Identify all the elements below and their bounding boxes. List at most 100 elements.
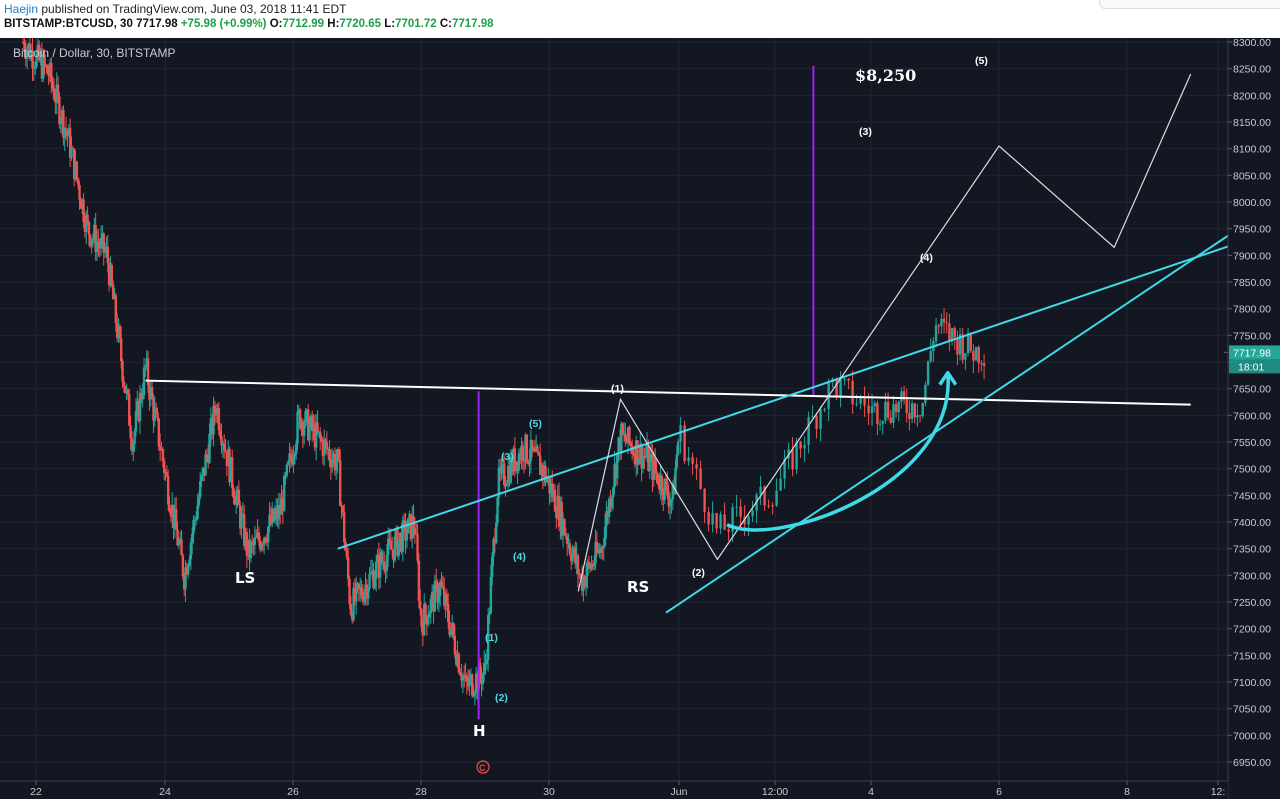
candle-body xyxy=(132,443,135,452)
candle-body xyxy=(560,501,563,536)
candle-body xyxy=(443,587,446,606)
candle-body xyxy=(125,389,128,393)
candle-body xyxy=(292,456,295,465)
candle-body xyxy=(807,417,810,445)
candle-body xyxy=(964,353,967,360)
candle-body xyxy=(225,451,229,467)
candle-body xyxy=(175,508,178,530)
candle-body xyxy=(520,445,523,461)
candle-body xyxy=(819,409,822,429)
low-label: L: xyxy=(384,18,396,30)
candle-body xyxy=(602,545,605,548)
candle-body xyxy=(267,527,270,543)
candle-body xyxy=(548,477,551,494)
candle-body xyxy=(337,449,341,461)
candle-body xyxy=(439,581,442,597)
candle-body xyxy=(309,416,313,426)
candle-body xyxy=(288,453,291,462)
author-link[interactable]: Haejin xyxy=(4,2,39,16)
candle-body xyxy=(248,539,251,559)
candle-body xyxy=(173,508,177,529)
candle-body xyxy=(504,485,507,487)
candle-body xyxy=(663,478,666,501)
candle-body xyxy=(528,461,531,464)
candle-body xyxy=(68,127,72,158)
candle-body xyxy=(815,416,818,429)
candle-body xyxy=(136,401,139,411)
candle-body xyxy=(894,404,898,413)
candle-body xyxy=(107,262,111,286)
candle-body xyxy=(595,541,599,553)
candle-body xyxy=(601,547,604,549)
candle-body xyxy=(197,497,201,506)
candle-body xyxy=(90,240,93,246)
candle-body xyxy=(523,460,526,462)
candle-body xyxy=(451,622,454,629)
price-change: +75.98 (+0.99%) xyxy=(180,18,267,30)
candle-body xyxy=(637,459,641,465)
candle-body xyxy=(269,514,273,524)
candle-body xyxy=(396,528,399,556)
candle-body xyxy=(699,468,702,489)
candle-body xyxy=(633,453,637,465)
candle-body xyxy=(305,409,309,412)
candle-body xyxy=(448,621,451,635)
candle-body xyxy=(328,449,331,460)
candle-body xyxy=(385,555,389,572)
candle-body xyxy=(671,483,674,500)
candle-body xyxy=(425,615,429,625)
candle-body xyxy=(675,454,679,468)
candle-body xyxy=(349,603,353,615)
candle-body xyxy=(823,408,826,410)
candle-body xyxy=(791,449,794,470)
candle-body xyxy=(512,448,515,472)
candle-body xyxy=(114,295,118,324)
chart-area[interactable]: LS H RS $8,250 (1) (2) (3) (4) (5) (1) (… xyxy=(0,38,1280,799)
candle-body xyxy=(529,440,533,462)
candle-body xyxy=(32,67,36,69)
candle-body xyxy=(564,534,567,537)
time-tick-label: 28 xyxy=(415,786,427,798)
candle-body xyxy=(281,498,285,511)
candle-body xyxy=(473,692,477,696)
candle-body xyxy=(966,333,970,354)
candle-body xyxy=(578,574,581,576)
price-tick-label: 7050.00 xyxy=(1233,704,1271,716)
symbol-label: BITSTAMP:BTCUSD, 30 xyxy=(4,18,133,30)
arrow-head xyxy=(938,370,958,386)
candle-body xyxy=(471,674,474,696)
candle-body xyxy=(169,511,173,517)
candle-body xyxy=(961,334,964,360)
price-tick-label: 7950.00 xyxy=(1233,224,1271,236)
candle-body xyxy=(383,561,386,569)
candle-body xyxy=(503,463,506,486)
candle-body xyxy=(62,109,65,138)
chart-svg[interactable]: LS H RS $8,250 (1) (2) (3) (4) (5) (1) (… xyxy=(0,38,1280,799)
candle-body xyxy=(324,439,327,442)
candle-body xyxy=(958,334,962,355)
candle-body xyxy=(913,403,916,418)
candle-body xyxy=(456,653,459,665)
candle-body xyxy=(415,533,418,535)
candle-body xyxy=(942,318,946,323)
candle-body xyxy=(421,626,425,636)
candle-body xyxy=(640,444,643,469)
candle-body xyxy=(424,604,427,616)
candle-body xyxy=(668,501,672,507)
candle-body xyxy=(75,161,79,179)
candle-body xyxy=(351,614,354,621)
candle-body xyxy=(138,392,142,422)
candle-body xyxy=(618,437,622,452)
low-value: 7701.72 xyxy=(395,18,437,30)
candle-body xyxy=(495,522,498,543)
candle-body xyxy=(253,537,257,545)
candle-body xyxy=(501,463,505,466)
candle-body xyxy=(21,42,25,43)
candle-body xyxy=(59,122,62,124)
candle-body xyxy=(316,422,319,433)
candle-body xyxy=(488,613,491,616)
candle-body xyxy=(889,417,892,423)
last-price: 7717.98 xyxy=(136,18,178,30)
candle-body xyxy=(464,675,467,679)
candle-body xyxy=(676,441,680,455)
